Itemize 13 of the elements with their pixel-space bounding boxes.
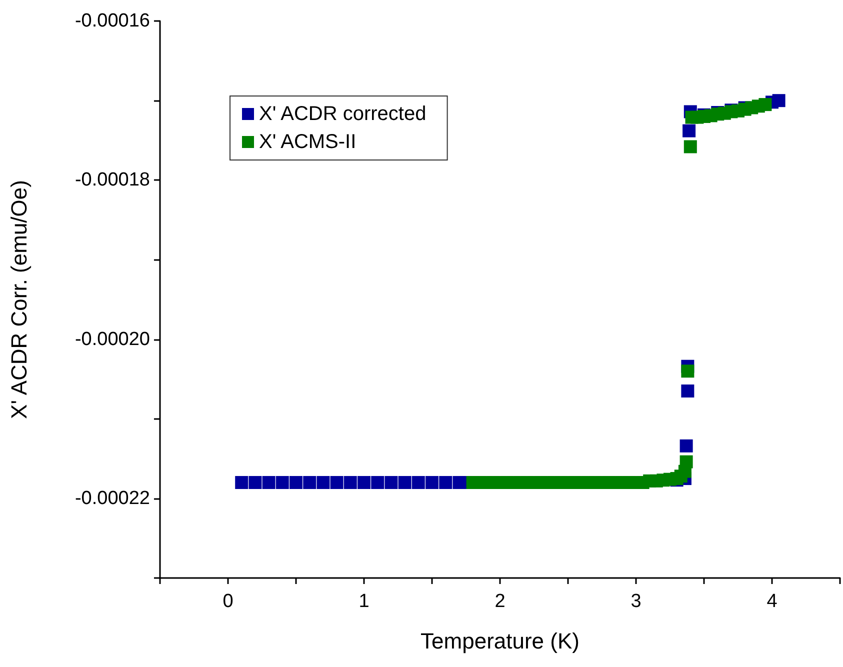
x-tick-label: 0 — [222, 591, 234, 612]
y-tick-label: -0.00016 — [74, 10, 150, 32]
y-tick-label: -0.00022 — [74, 488, 150, 509]
x-tick-label: 3 — [630, 591, 642, 612]
legend-label: X' ACDR corrected — [259, 103, 426, 125]
x-tick-label: 1 — [358, 591, 370, 612]
x-axis-title: Temperature (K) — [420, 628, 580, 654]
x-tick-label: 4 — [766, 591, 778, 612]
y-axis-title: X' ACDR Corr. (emu/Oe) — [6, 180, 32, 419]
x-tick-label: 2 — [494, 591, 506, 612]
y-tick-label: -0.00020 — [74, 328, 150, 350]
legend-label: X' ACMS-II — [259, 131, 356, 153]
y-tick-label: -0.00018 — [74, 170, 150, 191]
